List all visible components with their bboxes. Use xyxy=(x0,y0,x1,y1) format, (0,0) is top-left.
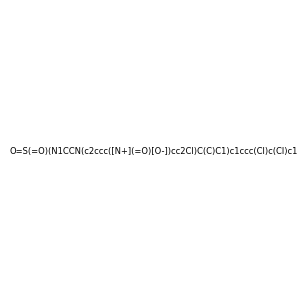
Text: O=S(=O)(N1CCN(c2ccc([N+](=O)[O-])cc2Cl)C(C)C1)c1ccc(Cl)c(Cl)c1: O=S(=O)(N1CCN(c2ccc([N+](=O)[O-])cc2Cl)C… xyxy=(10,147,298,156)
